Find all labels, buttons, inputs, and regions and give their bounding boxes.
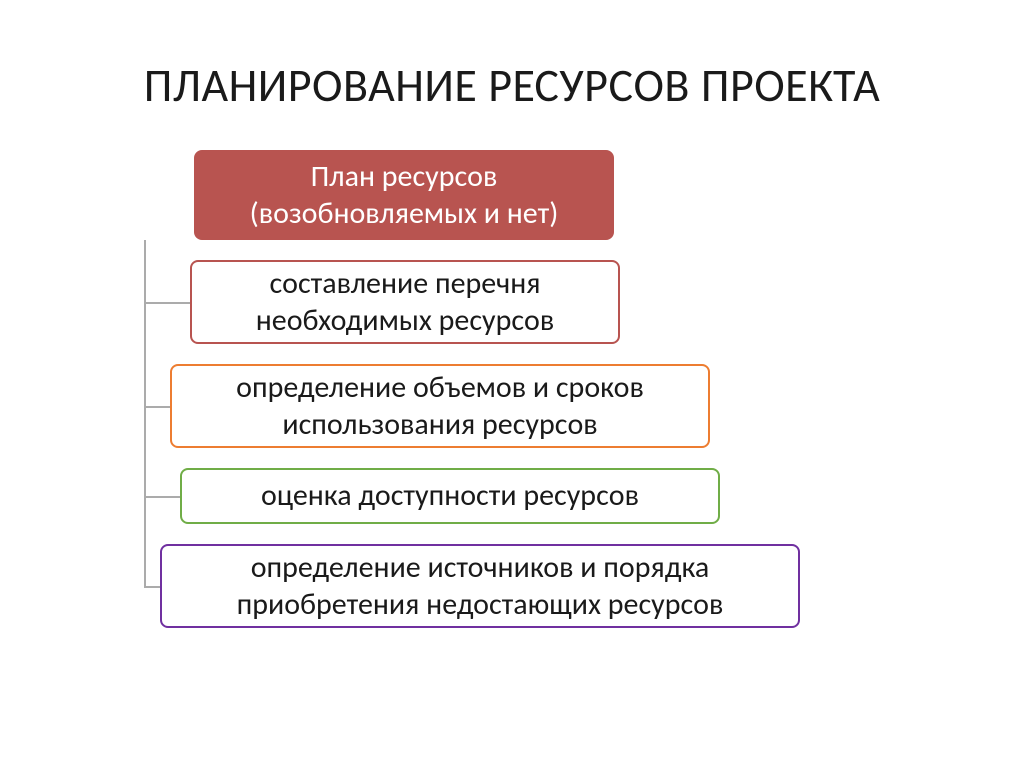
connector-branch-3 (146, 586, 160, 588)
child-node-1: определение объемов и сроков использован… (170, 364, 710, 448)
root-node: План ресурсов (возобновляемых и нет) (194, 150, 614, 240)
connector-branch-1 (146, 406, 170, 408)
connector-branch-2 (146, 496, 180, 498)
child-node-3: определение источников и порядка приобре… (160, 544, 800, 628)
child-node-2: оценка доступности ресурсов (180, 468, 720, 524)
child-node-0: составление перечня необходимых ресурсов (190, 260, 620, 344)
connector-branch-0 (146, 302, 190, 304)
connector-trunk (144, 240, 146, 588)
slide-title: ПЛАНИРОВАНИЕ РЕСУРСОВ ПРОЕКТА (0, 58, 1024, 114)
